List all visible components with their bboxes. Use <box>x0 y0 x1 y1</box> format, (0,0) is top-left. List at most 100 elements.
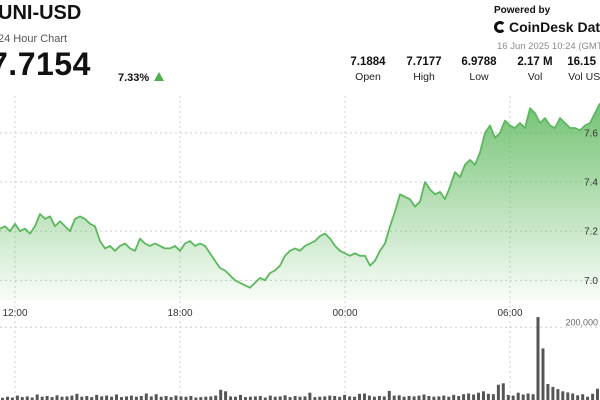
volume-bar <box>169 397 173 400</box>
stat-high-label: High <box>413 71 435 83</box>
volume-bar <box>95 394 99 400</box>
volume-bar <box>25 396 29 400</box>
volume-bar <box>263 397 267 400</box>
chart-header: UNI-USD 24 Hour Chart 7.7154 7.33% Power… <box>0 0 600 96</box>
stat-vol-label: Vol <box>527 71 543 83</box>
volume-bar <box>551 386 555 400</box>
volume-bar <box>40 396 44 400</box>
volume-bar <box>60 396 64 400</box>
volume-bar <box>521 394 525 400</box>
volume-bar <box>239 394 242 400</box>
stat-high-value: 7.7177 <box>406 56 442 68</box>
volume-bar <box>159 396 163 400</box>
volume-bar <box>50 397 54 400</box>
volume-bar <box>556 389 560 400</box>
volume-bar <box>199 397 203 400</box>
volume-bar <box>432 396 436 400</box>
price-change-percent: 7.33% <box>118 72 150 84</box>
volume-bar <box>318 396 322 400</box>
volume-bar <box>437 396 441 400</box>
stat-vol-usd-value: 16.15 M <box>567 56 600 68</box>
powered-by-label: Powered by <box>494 5 551 16</box>
volume-bar <box>491 394 495 400</box>
volume-bar <box>338 396 342 400</box>
up-arrow-icon <box>154 72 164 81</box>
volume-tick-label: 200,000 <box>565 317 598 327</box>
volume-bar <box>472 394 476 400</box>
x-axis-labels: 12:00 18:00 00:00 06:00 <box>2 308 522 319</box>
volume-bar <box>462 394 466 400</box>
volume-bar <box>412 396 416 400</box>
volume-bar <box>194 397 198 400</box>
stat-vol-value: 2.17 M <box>517 56 553 68</box>
volume-bar <box>358 393 361 400</box>
volume-bar <box>546 384 550 400</box>
volume-bar <box>328 395 332 400</box>
volume-bar <box>561 391 565 400</box>
volume-bar <box>268 395 272 400</box>
volume-bar <box>308 392 312 400</box>
volume-bar <box>120 397 123 400</box>
volume-bar <box>407 396 411 400</box>
volume-bar <box>442 395 446 400</box>
volume-bar <box>115 394 118 400</box>
volume-bar <box>278 396 282 400</box>
volume-bar <box>477 392 480 400</box>
volume-bar <box>283 395 287 400</box>
chart-subtitle: 24 Hour Chart <box>0 33 68 45</box>
volume-bar <box>511 395 515 400</box>
volume-bar <box>382 396 386 400</box>
volume-bar <box>576 395 580 400</box>
volume-bar <box>248 396 252 400</box>
price-line <box>0 102 600 289</box>
volume-bar <box>224 391 228 400</box>
volume-bar <box>596 388 599 400</box>
volume-bar <box>75 393 79 400</box>
volume-bar <box>234 396 237 400</box>
volume-bar <box>144 393 148 400</box>
brand-logo[interactable]: CoinDesk Data <box>494 19 600 35</box>
volume-bar <box>422 394 426 400</box>
stat-low-label: Low <box>469 71 489 83</box>
volume-bar <box>214 395 218 400</box>
volume-bar <box>457 396 461 400</box>
volume-bar <box>154 394 158 400</box>
volume-bar <box>343 394 347 400</box>
volume-bar <box>219 389 223 400</box>
stat-vol: 2.17 M Vol <box>505 56 565 83</box>
volume-bar <box>536 317 540 400</box>
brand-name: CoinDesk Data <box>509 19 600 35</box>
volume-bar <box>323 396 327 400</box>
volume-bar <box>591 393 595 400</box>
volume-bar <box>392 395 396 400</box>
volume-bar <box>348 396 352 400</box>
volume-bar <box>164 396 168 400</box>
current-price: 7.7154 <box>0 46 91 82</box>
volume-bar <box>139 396 143 400</box>
volume-bar <box>45 396 49 400</box>
volume-bar <box>85 396 89 400</box>
coindesk-logo-icon <box>494 21 506 33</box>
volume-bar <box>506 394 510 400</box>
volume-bar <box>15 395 19 400</box>
y-axis-labels: 7.6 7.4 7.2 7.0 200,000 <box>565 128 598 327</box>
volume-bar <box>253 396 257 400</box>
volume-bar <box>303 396 307 400</box>
timestamp: 16 Jun 2025 10:24 (GMT) <box>497 41 600 52</box>
stat-vol-usd-label: Vol USD <box>568 71 600 83</box>
volume-bar <box>526 393 530 400</box>
volume-bar <box>363 393 366 400</box>
volume-bar <box>387 390 391 400</box>
volume-bar <box>35 394 39 400</box>
stat-open-value: 7.1884 <box>350 56 386 68</box>
volume-bar <box>581 394 585 400</box>
x-tick-label: 18:00 <box>167 308 192 319</box>
volume-bar <box>1 397 4 400</box>
stat-low-value: 6.9788 <box>461 56 497 68</box>
volume-bar <box>353 396 357 400</box>
volume-bar <box>149 396 153 400</box>
x-tick-label: 00:00 <box>332 308 357 319</box>
volume-bar <box>427 396 431 400</box>
volume-bar <box>417 395 421 400</box>
